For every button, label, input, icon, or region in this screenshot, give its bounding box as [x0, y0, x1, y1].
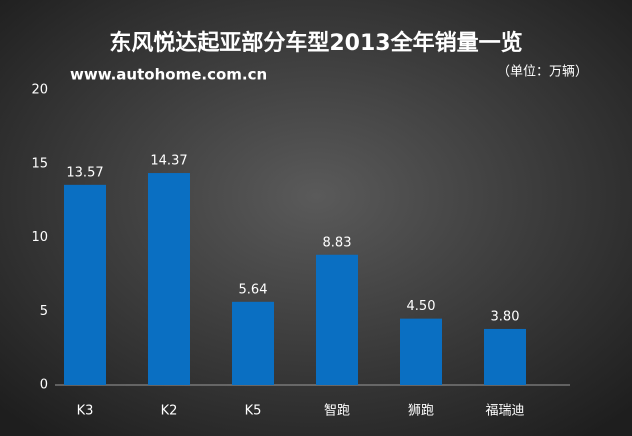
- bar: [148, 173, 190, 385]
- x-tick-label: K3: [77, 404, 94, 419]
- chart-subtitle: www.autohome.com.cn: [70, 66, 267, 84]
- value-label: 13.57: [66, 165, 103, 180]
- bar: [64, 184, 106, 385]
- value-label: 5.64: [239, 282, 268, 297]
- value-label: 3.80: [491, 309, 520, 324]
- y-tick-label: 0: [40, 378, 48, 393]
- bar: [400, 318, 442, 385]
- y-tick-label: 5: [40, 304, 48, 319]
- bar: [484, 328, 526, 385]
- y-tick-label: 20: [31, 83, 48, 98]
- y-tick-label: 15: [31, 156, 48, 171]
- x-tick-label: 福瑞迪: [485, 404, 524, 419]
- unit-label: （单位：万辆）: [497, 65, 588, 80]
- value-label: 4.50: [407, 299, 436, 314]
- x-tick-label: 智跑: [324, 404, 350, 419]
- x-tick-label: K2: [161, 404, 178, 419]
- chart-title: 东风悦达起亚部分车型2013全年销量一览: [109, 30, 522, 56]
- y-tick-label: 10: [31, 230, 48, 245]
- value-label: 14.37: [150, 154, 187, 169]
- x-tick-label: 狮跑: [408, 404, 434, 419]
- bar: [232, 301, 274, 385]
- bar: [316, 254, 358, 385]
- x-tick-label: K5: [245, 404, 262, 419]
- value-label: 8.83: [323, 235, 352, 250]
